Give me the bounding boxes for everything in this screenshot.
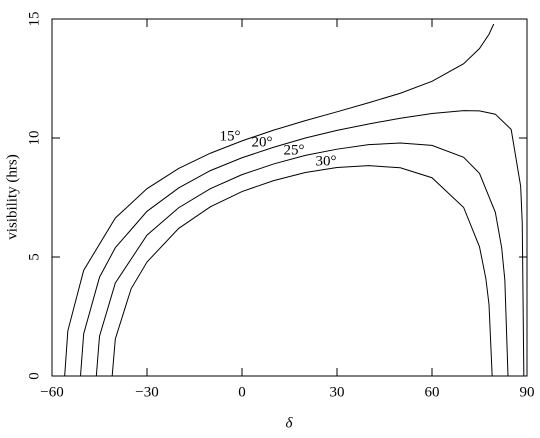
x-tick-label: 30: [330, 384, 345, 400]
x-axis-label: δ: [286, 415, 294, 431]
curve: [64, 23, 495, 376]
curve: [95, 142, 527, 376]
curves: [64, 23, 527, 376]
curve: [80, 110, 527, 376]
curve-label: 30°: [316, 153, 337, 169]
y-tick-label: 10: [26, 131, 42, 146]
curve: [111, 165, 527, 376]
x-tick-label: 60: [425, 384, 440, 400]
y-tick-label: 5: [26, 253, 42, 261]
y-tick-label: 15: [26, 12, 42, 27]
y-tick-label: 0: [26, 372, 42, 380]
x-tick-label: 0: [238, 384, 246, 400]
x-tick-label: 90: [520, 384, 535, 400]
curve-label: 25°: [284, 142, 305, 158]
plot-frame: [51, 18, 528, 377]
x-tick-label: −60: [40, 384, 63, 400]
curve-label: 20°: [252, 134, 273, 150]
y-axis-label: visibility (hrs): [4, 154, 20, 239]
curve-label: 15°: [220, 128, 241, 144]
x-tick-label: −30: [135, 384, 158, 400]
